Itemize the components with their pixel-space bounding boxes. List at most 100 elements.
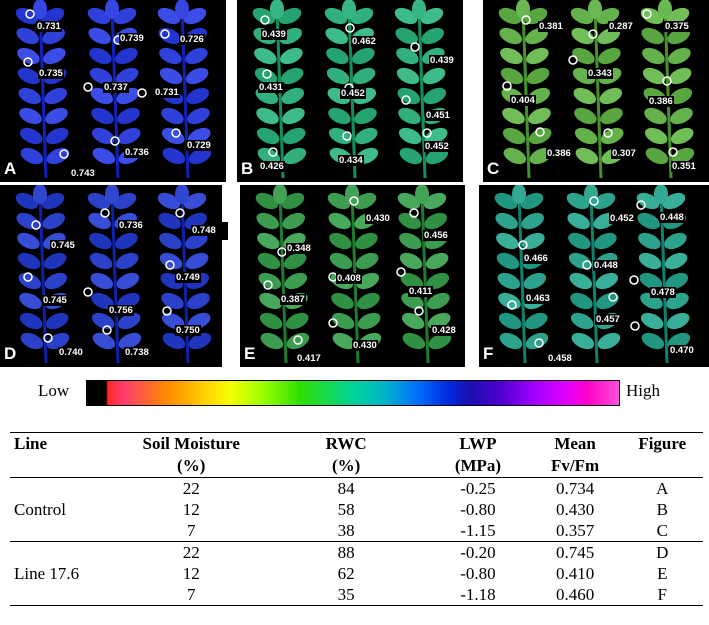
leaflet <box>588 0 602 19</box>
measurement-circle <box>43 333 53 343</box>
leaflet <box>637 212 660 230</box>
value-label: 0.731 <box>154 87 180 98</box>
leaflet <box>426 272 450 290</box>
leaflet <box>494 192 518 210</box>
leaflet <box>157 192 181 210</box>
leaflet <box>185 67 209 85</box>
leaflet <box>44 272 68 290</box>
leaflet <box>89 67 113 85</box>
lwp-cell: -0.80 <box>460 564 496 583</box>
measurement-circle <box>582 260 592 270</box>
measurement-circle <box>31 220 41 230</box>
leaflet <box>398 127 422 145</box>
measurement-circle <box>100 208 110 218</box>
leaflet <box>594 232 617 250</box>
leaflet <box>569 272 593 290</box>
leaflet <box>282 127 306 145</box>
leaflet <box>175 0 189 19</box>
measurement-circle <box>422 128 432 138</box>
rwc-cell: 35 <box>265 584 428 606</box>
leaflet <box>280 47 303 65</box>
value-label: 0.408 <box>336 273 362 284</box>
value-label: 0.428 <box>431 325 457 336</box>
col-header: Fv/Fm <box>551 456 600 475</box>
value-label: 0.430 <box>365 213 391 224</box>
leaf-stem <box>521 7 531 179</box>
leaflet <box>113 192 137 210</box>
measurement-circle <box>568 55 578 65</box>
value-label: 0.287 <box>608 21 634 32</box>
leaflet <box>16 212 39 230</box>
leaflet <box>42 212 65 230</box>
leaflet <box>342 0 356 19</box>
leaflet <box>595 272 619 290</box>
leaflet <box>566 192 590 210</box>
value-label: 0.756 <box>108 305 134 316</box>
leaflet <box>259 292 282 310</box>
leaflet <box>498 7 522 25</box>
leaflet <box>157 7 181 25</box>
panel-label: E <box>244 344 256 363</box>
leaflet <box>105 185 119 204</box>
measurement-circle <box>165 260 175 270</box>
leaf-stem <box>517 192 527 364</box>
table-row: 7 38 -1.15 0.357 C <box>10 520 703 542</box>
leaflet <box>115 252 139 270</box>
leaflet <box>183 192 207 210</box>
leaflet <box>639 272 663 290</box>
measurement-circle <box>83 287 93 297</box>
fvfm-cell: 0.410 <box>555 564 595 583</box>
value-label: 0.458 <box>547 353 573 364</box>
leaflet <box>187 292 210 310</box>
results-table: Line Soil Moisture RWC LWP Mean Figure (… <box>10 432 703 606</box>
leaflet <box>512 185 526 204</box>
value-label: 0.452 <box>340 88 366 99</box>
leaflet <box>500 67 524 85</box>
panel-label: B <box>241 159 254 178</box>
value-label: 0.411 <box>408 286 434 297</box>
lwp-cell: -0.25 <box>427 477 529 499</box>
leaflet <box>328 107 351 125</box>
leaf-stem <box>110 192 120 364</box>
col-header: Figure <box>638 434 687 453</box>
leaflet <box>502 107 525 125</box>
leaflet <box>354 127 378 145</box>
measurement-circle <box>414 306 424 316</box>
leaflet <box>669 87 693 105</box>
leaflet <box>399 232 422 250</box>
soil-moisture-cell: 12 <box>182 564 200 583</box>
leaflet <box>332 332 356 350</box>
scale-high-label: High <box>626 381 660 400</box>
leaflet <box>117 312 141 330</box>
fvfm-cell: 0.430 <box>555 500 595 519</box>
value-label: 0.748 <box>191 225 217 236</box>
soil-moisture-cell: 22 <box>117 541 266 563</box>
leaf-image-b <box>252 0 449 179</box>
value-label: 0.386 <box>648 96 674 107</box>
leaflet <box>394 7 418 25</box>
soil-moisture-cell: 7 <box>117 584 266 606</box>
leaflet <box>571 332 595 350</box>
leaflet <box>87 192 111 210</box>
measurement-circle <box>588 29 598 39</box>
leaflet <box>91 127 115 145</box>
leaflet <box>600 107 623 125</box>
leaflet <box>20 147 44 165</box>
col-header <box>10 455 117 478</box>
leaflet <box>352 67 376 85</box>
leaflet <box>500 47 523 65</box>
leaflet <box>592 192 616 210</box>
measurement-circle <box>396 267 406 277</box>
leaflet <box>664 252 688 270</box>
leaflet <box>521 212 544 230</box>
leaflet <box>571 27 594 45</box>
leaflet <box>600 127 624 145</box>
leaflet <box>670 127 694 145</box>
leaflet <box>254 47 277 65</box>
leaflet <box>596 292 619 310</box>
leaflet <box>357 312 381 330</box>
value-label: 0.743 <box>70 168 96 179</box>
leaflet <box>575 147 599 165</box>
leaflet <box>283 252 307 270</box>
measurement-circle <box>603 128 613 138</box>
